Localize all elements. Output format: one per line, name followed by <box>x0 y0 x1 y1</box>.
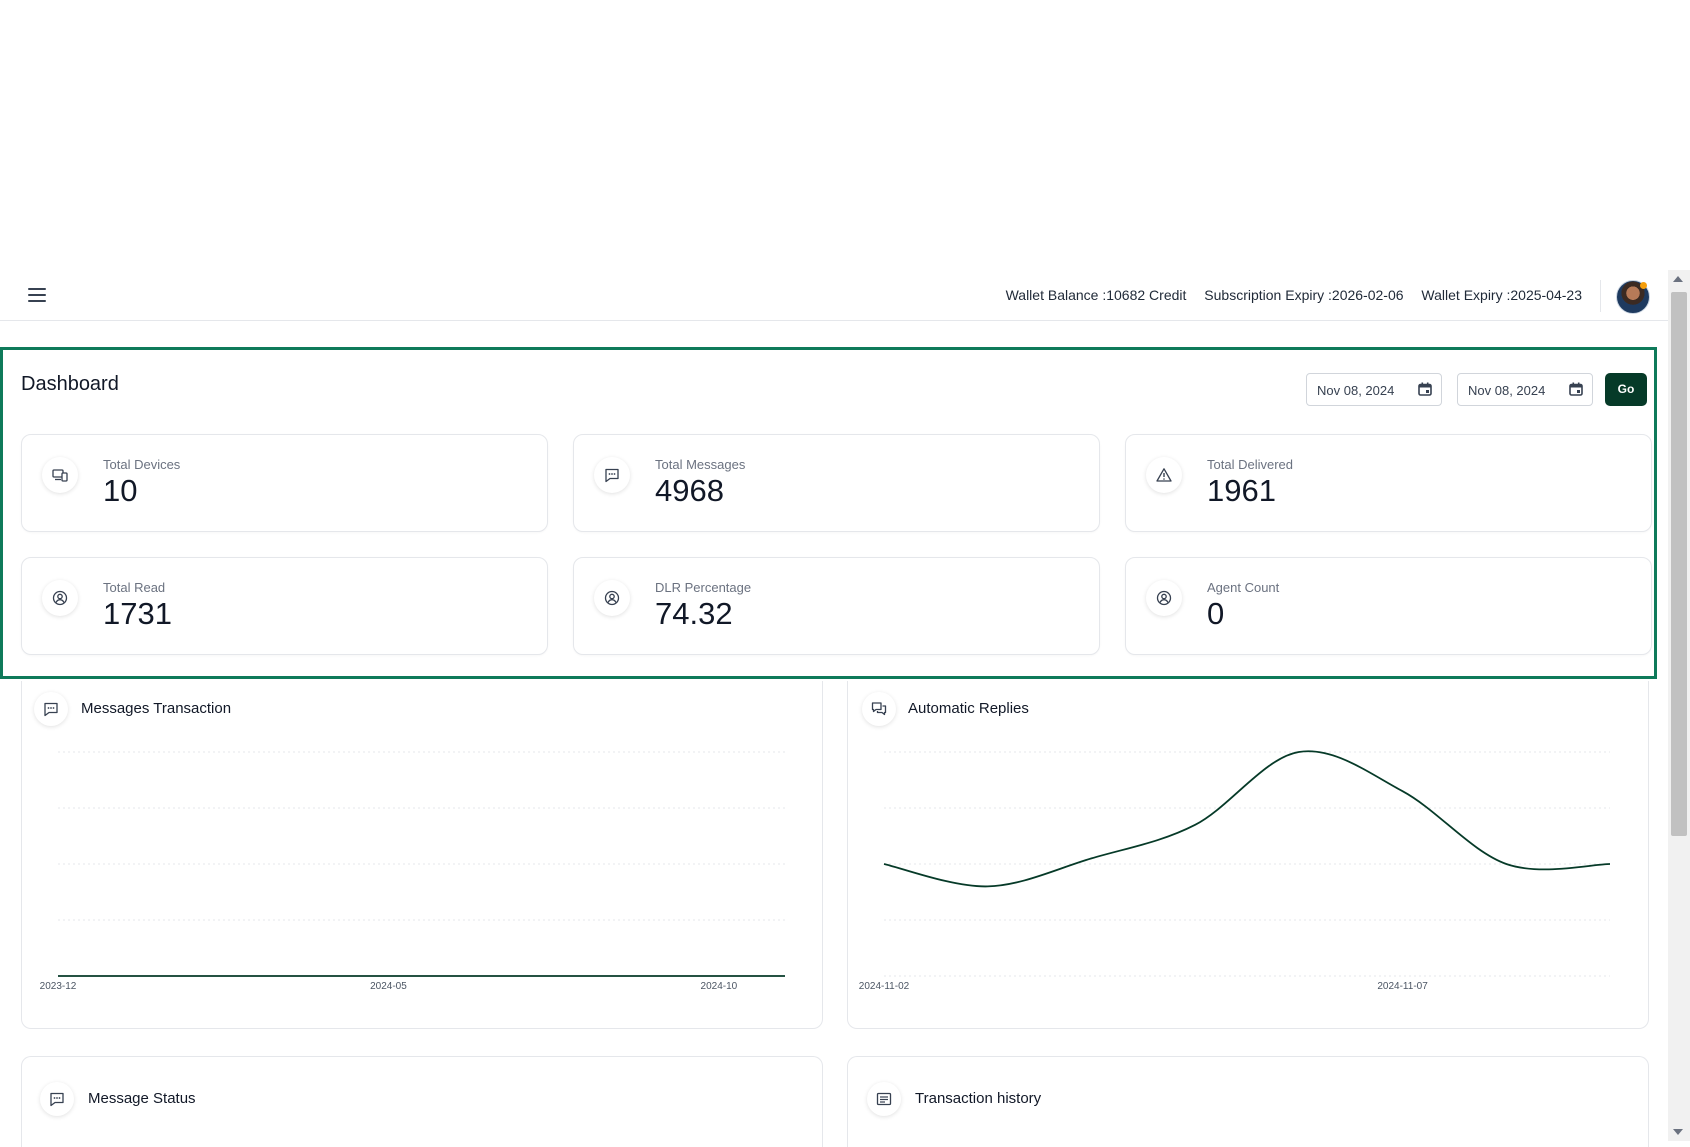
page-title: Dashboard <box>21 373 119 395</box>
to-date-input[interactable]: Nov 08, 2024 <box>1457 373 1593 406</box>
page-scrollbar[interactable] <box>1668 270 1690 1141</box>
panel-title: Message Status <box>88 1090 196 1107</box>
scroll-thumb[interactable] <box>1671 292 1687 836</box>
panel-title: Transaction history <box>915 1090 1042 1107</box>
chat-bubbles-icon <box>862 692 896 726</box>
panel-title: Messages Transaction <box>81 700 232 717</box>
from-date-value: Nov 08, 2024 <box>1317 383 1395 398</box>
panel-title: Automatic Replies <box>908 700 1029 717</box>
message-icon <box>34 692 68 726</box>
wallet-info: Wallet Balance :10682 Credit Subscriptio… <box>992 287 1582 303</box>
stat-card-total-read: Total Read 1731 <box>21 557 548 655</box>
stat-label: Total Delivered <box>1207 457 1293 472</box>
stat-label: Total Messages <box>655 457 746 472</box>
stat-value: 0 <box>1207 596 1225 631</box>
subscription-expiry: Subscription Expiry :2026-02-06 <box>1204 287 1404 303</box>
stat-value: 1961 <box>1207 473 1276 508</box>
stat-card-total-devices: Total Devices 10 <box>21 434 548 532</box>
x-tick-label: 2023-12 <box>40 981 77 992</box>
wallet-expiry: Wallet Expiry :2025-04-23 <box>1421 287 1582 303</box>
stat-label: Agent Count <box>1207 580 1280 595</box>
stat-value: 1731 <box>103 596 172 631</box>
calendar-icon[interactable] <box>1418 382 1432 396</box>
dashboard-highlight-frame <box>0 347 1657 679</box>
stat-value: 4968 <box>655 473 724 508</box>
message-icon <box>594 457 630 493</box>
stat-card-total-delivered: Total Delivered 1961 <box>1125 434 1652 532</box>
x-tick-label: 2024-05 <box>370 981 407 992</box>
transaction-history-panel <box>847 1056 1649 1147</box>
user-circle-icon <box>594 580 630 616</box>
stat-value: 74.32 <box>655 596 733 631</box>
stat-label: DLR Percentage <box>655 580 752 595</box>
stat-card-agent-count: Agent Count 0 <box>1125 557 1652 655</box>
x-tick-label: 2024-11-02 <box>859 981 910 992</box>
stat-label: Total Devices <box>103 457 181 472</box>
wallet-balance: Wallet Balance :10682 Credit <box>1005 287 1187 303</box>
calendar-icon[interactable] <box>1569 382 1583 396</box>
series-line <box>883 750 1611 888</box>
automatic-replies-panel <box>847 681 1649 1029</box>
messages-transaction-panel <box>21 681 823 1029</box>
user-circle-icon <box>1146 580 1182 616</box>
message-icon <box>40 1082 74 1116</box>
warning-icon <box>1146 457 1182 493</box>
automatic-replies-chart: 2024-11-02 2024-11-07 <box>859 750 1611 992</box>
go-button[interactable]: Go <box>1605 373 1647 406</box>
stat-card-dlr-percentage: DLR Percentage 74.32 <box>573 557 1100 655</box>
hamburger-icon[interactable] <box>28 288 46 302</box>
user-circle-icon <box>42 580 78 616</box>
messages-transaction-chart: 2023-12 2024-05 2024-10 <box>40 751 785 992</box>
list-icon <box>867 1082 901 1116</box>
stat-label: Total Read <box>103 580 166 595</box>
stat-card-total-messages: Total Messages 4968 <box>573 434 1100 532</box>
x-tick-label: 2024-10 <box>701 981 738 992</box>
to-date-value: Nov 08, 2024 <box>1468 383 1546 398</box>
scroll-down-arrow-icon[interactable] <box>1673 1129 1683 1135</box>
scroll-up-arrow-icon[interactable] <box>1673 276 1683 282</box>
x-tick-label: 2024-11-07 <box>1377 981 1428 992</box>
status-dot <box>1640 282 1647 289</box>
header-divider <box>1600 280 1601 312</box>
message-status-panel <box>21 1056 823 1147</box>
devices-icon <box>42 457 78 493</box>
top-bar: Wallet Balance :10682 Credit Subscriptio… <box>0 270 1668 321</box>
stat-value: 10 <box>103 473 138 508</box>
from-date-input[interactable]: Nov 08, 2024 <box>1306 373 1442 406</box>
